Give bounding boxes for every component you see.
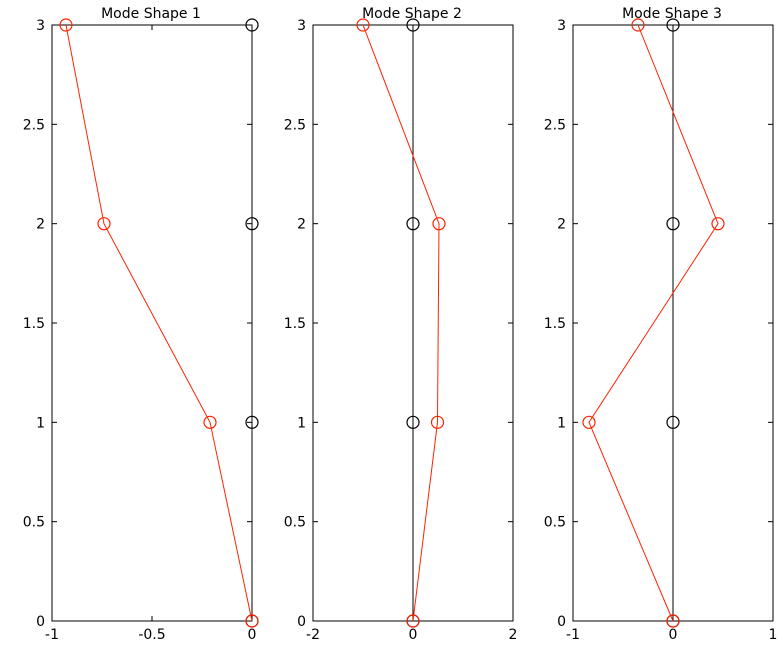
mode-shape-1-mode-marker — [59, 18, 73, 32]
mode-shape-1-mode-marker — [245, 614, 259, 628]
mode-shape-3-ytick-label: 0 — [557, 614, 566, 630]
mode-shape-2-undeformed-marker — [406, 415, 420, 429]
mode-shape-2-mode-marker — [430, 415, 445, 429]
mode-shape-3-ytick-label: 2.5 — [544, 117, 566, 133]
mode-shape-2-xtick-label: 0 — [409, 627, 418, 643]
mode-shape-3-ytick-label: 0.5 — [544, 515, 566, 531]
mode-shape-2-ytick-label: 0.5 — [284, 515, 306, 531]
mode-shape-2-ytick-label: 2 — [297, 217, 306, 233]
mode-shape-1-xtick-label: -1 — [45, 627, 59, 643]
mode-shape-1-ytick-label: 3 — [36, 18, 45, 34]
mode-shape-1-ytick-label: 2 — [36, 217, 45, 233]
mode-shape-1-mode-marker — [203, 415, 217, 429]
mode-shape-3-ytick-label: 2 — [557, 217, 566, 233]
mode-shape-3-mode-marker — [711, 217, 725, 231]
mode-shape-3-undeformed-marker — [666, 415, 680, 429]
mode-shape-2-mode-line — [362, 24, 440, 622]
mode-shape-1-undeformed-marker — [245, 415, 259, 429]
mode-shape-1-undeformed-marker — [245, 18, 259, 32]
mode-shape-2-xtick-label: 2 — [509, 627, 518, 643]
mode-shape-1-xtick-label: -0.5 — [138, 627, 165, 643]
mode-shape-1-xtick-label: 0 — [248, 627, 257, 643]
mode-shape-2-ytick-label: 2.5 — [284, 117, 306, 133]
mode-shape-2-title: Mode Shape 2 — [362, 6, 462, 22]
mode-shape-3-xtick-label: -1 — [566, 627, 580, 643]
mode-shape-2-undeformed-marker — [406, 217, 420, 231]
mode-shape-2-mode-marker — [406, 614, 420, 628]
mode-shape-1-axes-frame — [51, 24, 253, 622]
mode-shape-3-panel: Mode Shape 3 00.511.522.53-1 0 1 — [544, 6, 778, 643]
mode-shape-3-ytick-label: 3 — [557, 18, 566, 34]
mode-shape-1-title: Mode Shape 1 — [101, 6, 201, 22]
mode-shape-1-panel: Mode Shape 1 0 0.5 1 1.5 2 2.5 3 -1 -0.5 0 — [23, 6, 259, 643]
mode-shape-2-panel: Mode Shape 2 00.511.522.53-2 0 2 — [284, 6, 518, 643]
mode-shape-2-ytick-label: 0 — [297, 614, 306, 630]
mode-shape-2-mode-marker — [432, 217, 446, 231]
mode-shape-3-ytick-label: 1.5 — [544, 316, 566, 332]
mode-shape-1-undeformed-marker — [245, 217, 259, 231]
mode-shape-1-mode-line — [65, 24, 253, 622]
mode-shape-1-ytick-label: 1.5 — [23, 316, 45, 332]
mode-shape-3-undeformed-marker — [666, 18, 680, 32]
mode-shape-1-ytick-label: 1 — [36, 415, 45, 431]
mode-shape-3-title: Mode Shape 3 — [622, 6, 722, 22]
mode-shape-2-undeformed-marker — [406, 18, 420, 32]
mode-shape-3-xtick-label: 1 — [769, 627, 778, 643]
mode-shape-2-ytick-label: 1 — [297, 415, 306, 431]
mode-shape-3-undeformed-marker — [666, 217, 680, 231]
mode-shape-3-mode-marker — [666, 614, 680, 628]
mode-shape-3-ytick-label: 1 — [557, 415, 566, 431]
mode-shape-3-mode-line — [588, 24, 719, 622]
mode-shape-2-ytick-label: 3 — [297, 18, 306, 34]
mode-shape-2-mode-marker — [356, 18, 370, 32]
mode-shape-3-mode-marker — [631, 18, 645, 32]
mode-shape-2-ytick-label: 1.5 — [284, 316, 306, 332]
mode-shape-1-ytick-label: 0.5 — [23, 515, 45, 531]
mode-shape-2-xtick-label: -2 — [306, 627, 320, 643]
mode-shape-1-ytick-label: 2.5 — [23, 117, 45, 133]
mode-shape-1-ytick-label: 0 — [36, 614, 45, 630]
mode-shape-3-mode-marker — [582, 415, 596, 429]
mode-shape-3-xtick-label: 0 — [669, 627, 678, 643]
mode-shape-1-mode-marker — [97, 217, 111, 231]
